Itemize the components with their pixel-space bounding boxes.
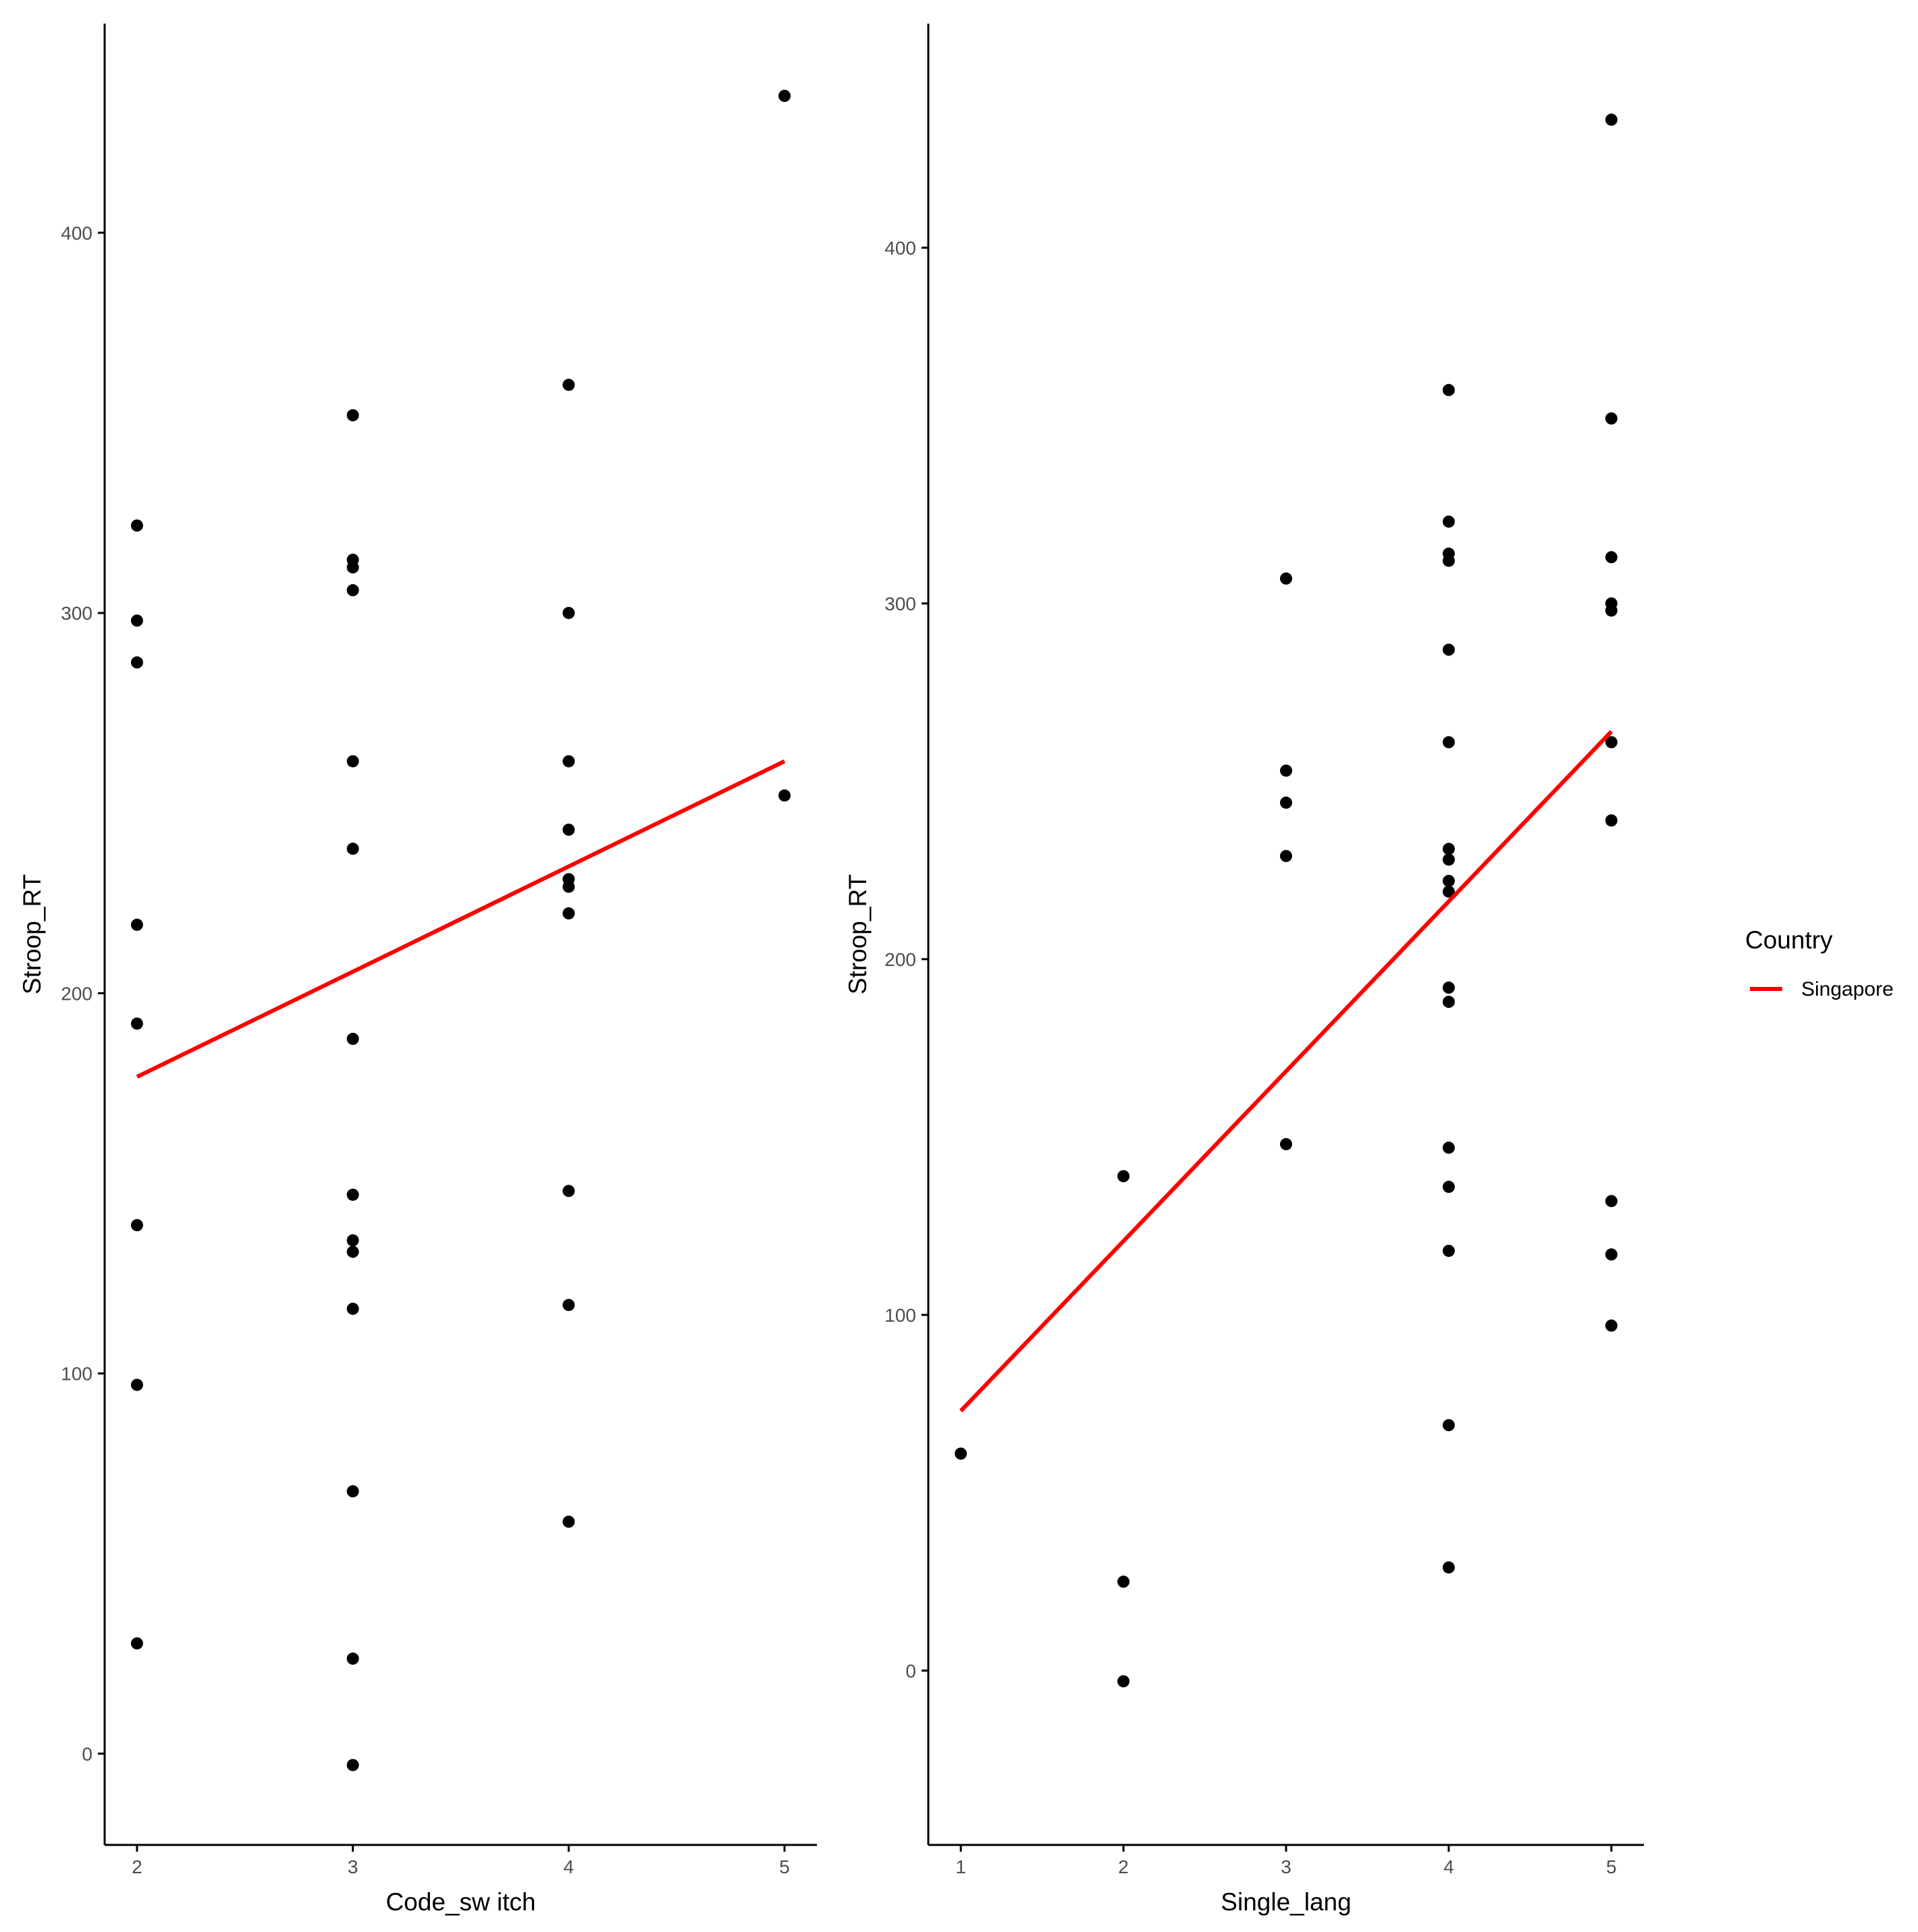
data-point <box>1442 1142 1455 1154</box>
x-tick-label: 2 <box>1118 1856 1129 1877</box>
y-tick-label: 400 <box>61 223 92 244</box>
data-point <box>778 90 791 103</box>
data-point <box>1605 1319 1618 1332</box>
data-point <box>1605 736 1618 749</box>
data-point <box>1442 643 1455 656</box>
data-point <box>346 1234 359 1247</box>
data-point <box>562 907 575 920</box>
data-point <box>1442 554 1455 567</box>
x-tick-label: 1 <box>955 1856 966 1877</box>
y-tick-label: 0 <box>905 1661 916 1682</box>
data-point <box>562 607 575 620</box>
data-point <box>1117 1576 1130 1588</box>
data-point <box>562 824 575 836</box>
data-point <box>1605 113 1618 126</box>
data-point <box>1605 604 1618 617</box>
data-point <box>346 1302 359 1315</box>
y-tick-label: 200 <box>61 983 92 1004</box>
data-point <box>1442 853 1455 866</box>
data-point <box>1442 842 1455 855</box>
data-point <box>346 755 359 768</box>
data-point <box>346 1653 359 1665</box>
data-point <box>1442 1244 1455 1257</box>
data-point <box>346 842 359 855</box>
data-point <box>1442 1561 1455 1574</box>
plot-panel-single-lang: 0 100 200 300 400 1 2 3 4 5 Single_lang Stroop_RT <box>844 24 1644 1916</box>
data-point <box>346 1032 359 1045</box>
data-point <box>346 1485 359 1498</box>
y-tick-label: 100 <box>61 1364 92 1385</box>
data-point <box>1442 736 1455 749</box>
x-axis-title: Single_lang <box>1221 1888 1351 1916</box>
data-point <box>1280 797 1292 809</box>
data-point <box>1442 996 1455 1009</box>
x-axis-title: Code_sw itch <box>385 1888 535 1916</box>
plot-panel-code-switch: 0 100 200 300 400 2 3 4 5 Code_sw itch Stroop_RT <box>18 24 817 1916</box>
data-point <box>1280 850 1292 863</box>
y-tick-label: 300 <box>61 603 92 624</box>
legend: Country Singapore <box>1745 926 1894 1000</box>
data-point <box>1442 885 1455 898</box>
data-point <box>346 409 359 422</box>
data-point <box>346 584 359 597</box>
data-point <box>1605 551 1618 564</box>
data-point <box>1280 764 1292 777</box>
data-point <box>1605 814 1618 827</box>
data-point <box>130 614 143 627</box>
data-point <box>346 561 359 574</box>
y-tick-label: 0 <box>82 1744 92 1765</box>
data-point <box>778 789 791 802</box>
data-point <box>130 918 143 931</box>
y-tick-label: 100 <box>884 1305 916 1326</box>
data-point <box>1605 412 1618 425</box>
y-tick-label: 300 <box>884 593 916 614</box>
y-axis-title: Stroop_RT <box>844 874 872 994</box>
data-point <box>346 1759 359 1771</box>
data-point <box>130 1017 143 1030</box>
data-point <box>130 1218 143 1231</box>
data-point <box>346 1188 359 1201</box>
data-point <box>1442 1419 1455 1432</box>
x-tick-label: 5 <box>1606 1856 1617 1877</box>
x-tick-label: 3 <box>1281 1856 1291 1877</box>
data-point <box>562 1299 575 1312</box>
data-point <box>130 1637 143 1650</box>
fit-line-singapore <box>136 759 786 1079</box>
data-point <box>955 1447 967 1460</box>
x-tick-label: 4 <box>1443 1856 1454 1877</box>
data-point <box>1442 515 1455 528</box>
data-point <box>1117 1170 1130 1183</box>
data-point <box>562 755 575 768</box>
data-point <box>1605 1248 1618 1261</box>
y-axis-title: Stroop_RT <box>18 874 46 994</box>
data-point <box>562 880 575 893</box>
x-tick-label: 3 <box>348 1856 358 1877</box>
data-point <box>130 1378 143 1391</box>
data-point <box>1442 982 1455 994</box>
y-tick-label: 400 <box>884 238 916 259</box>
data-point <box>1117 1675 1130 1688</box>
y-tick-label: 200 <box>884 949 916 970</box>
data-point <box>1280 1137 1292 1150</box>
fit-line-singapore <box>959 730 1613 1413</box>
legend-label-singapore: Singapore <box>1801 978 1894 1000</box>
x-tick-label: 2 <box>132 1856 142 1877</box>
x-tick-label: 5 <box>779 1856 790 1877</box>
legend-title: Country <box>1745 926 1833 954</box>
data-point <box>1605 1195 1618 1208</box>
data-point <box>1442 383 1455 396</box>
data-point <box>562 379 575 392</box>
data-point <box>1442 874 1455 887</box>
data-point <box>562 1515 575 1528</box>
data-point <box>562 1185 575 1198</box>
data-point <box>130 656 143 669</box>
data-point <box>346 1245 359 1258</box>
x-tick-label: 4 <box>564 1856 575 1877</box>
data-point <box>1280 572 1292 585</box>
data-point <box>1442 1181 1455 1193</box>
data-point <box>130 519 143 532</box>
